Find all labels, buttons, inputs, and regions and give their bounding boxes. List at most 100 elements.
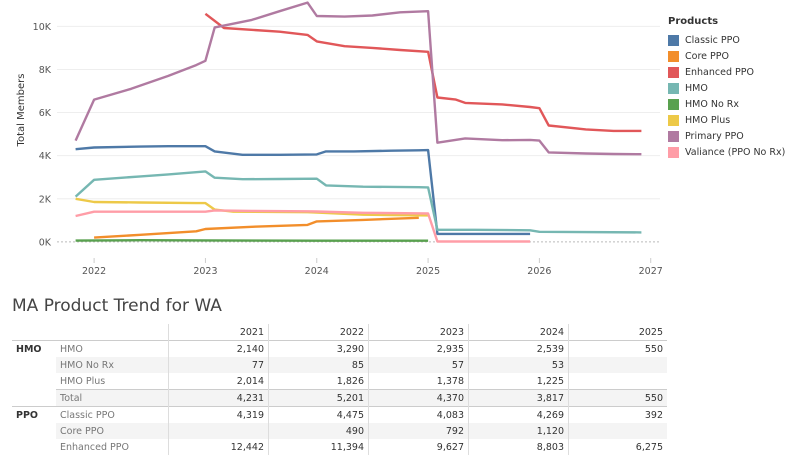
product-label: HMO No Rx bbox=[56, 357, 169, 373]
value-cell: 4,370 bbox=[369, 390, 469, 407]
value-cell: 5,201 bbox=[269, 390, 369, 407]
table-title: MA Product Trend for WA bbox=[12, 296, 222, 316]
legend-label: Core PPO bbox=[685, 51, 729, 62]
y-tick-label: 2K bbox=[39, 194, 52, 205]
series-line-classic-ppo bbox=[76, 146, 530, 234]
legend-label: Valiance (PPO No Rx) bbox=[685, 147, 785, 158]
group-label bbox=[12, 373, 56, 390]
value-cell: 3,290 bbox=[269, 341, 369, 358]
legend-swatch bbox=[668, 115, 679, 126]
group-label bbox=[12, 390, 56, 407]
value-cell: 4,231 bbox=[169, 390, 269, 407]
y-tick-label: 4K bbox=[39, 151, 52, 162]
value-cell: 550 bbox=[569, 341, 668, 358]
value-cell: 4,319 bbox=[169, 407, 269, 424]
group-label: PPO bbox=[12, 407, 56, 424]
value-cell bbox=[569, 357, 668, 373]
legend-swatch bbox=[668, 99, 679, 110]
series-line-enhanced-ppo bbox=[205, 14, 641, 131]
y-tick-label: 8K bbox=[39, 65, 52, 76]
legend-swatch bbox=[668, 83, 679, 94]
value-cell: 792 bbox=[369, 423, 469, 439]
legend-swatch bbox=[668, 67, 679, 78]
value-cell: 1,826 bbox=[269, 373, 369, 390]
y-tick-label: 6K bbox=[39, 108, 52, 119]
series-line-hmo-no-rx bbox=[76, 240, 429, 241]
product-label: Classic PPO bbox=[56, 407, 169, 424]
legend-item: Classic PPO bbox=[668, 32, 785, 48]
x-tick-label: 2022 bbox=[82, 266, 106, 277]
value-cell: 1,225 bbox=[469, 373, 569, 390]
x-tick-label: 2026 bbox=[527, 266, 551, 277]
series-lines bbox=[76, 3, 642, 242]
value-cell: 85 bbox=[269, 357, 369, 373]
value-cell: 11,394 bbox=[269, 439, 369, 455]
value-cell: 3,817 bbox=[469, 390, 569, 407]
year-header: 2021 bbox=[169, 324, 269, 341]
legend-item: Enhanced PPO bbox=[668, 64, 785, 80]
legend-title: Products bbox=[668, 16, 785, 27]
table-header-row: 2021 2022 2023 2024 2025 bbox=[12, 324, 667, 341]
value-cell: 392 bbox=[569, 407, 668, 424]
legend-item: HMO bbox=[668, 80, 785, 96]
legend-items: Classic PPO Core PPO Enhanced PPO HMO HMO No… bbox=[668, 32, 785, 160]
legend-item: Core PPO bbox=[668, 48, 785, 64]
value-cell: 550 bbox=[569, 390, 668, 407]
value-cell: 77 bbox=[169, 357, 269, 373]
value-cell: 4,269 bbox=[469, 407, 569, 424]
value-cell: 9,627 bbox=[369, 439, 469, 455]
product-label: HMO Plus bbox=[56, 373, 169, 390]
value-cell: 12,442 bbox=[169, 439, 269, 455]
year-header: 2022 bbox=[269, 324, 369, 341]
value-cell: 53 bbox=[469, 357, 569, 373]
year-header: 2023 bbox=[369, 324, 469, 341]
value-cell: 4,083 bbox=[369, 407, 469, 424]
legend-label: HMO bbox=[685, 83, 708, 94]
legend-item: Primary PPO bbox=[668, 128, 785, 144]
y-tick-label: 0K bbox=[39, 237, 52, 248]
value-cell: 6,275 bbox=[569, 439, 668, 455]
value-cell: 2,539 bbox=[469, 341, 569, 358]
legend-item: Valiance (PPO No Rx) bbox=[668, 144, 785, 160]
header-spacer bbox=[12, 324, 56, 341]
value-cell: 2,014 bbox=[169, 373, 269, 390]
value-cell: 1,120 bbox=[469, 423, 569, 439]
product-label: Total bbox=[56, 390, 169, 407]
header-spacer bbox=[56, 324, 169, 341]
x-tick-label: 2027 bbox=[639, 266, 663, 277]
year-header: 2025 bbox=[569, 324, 668, 341]
product-label: Enhanced PPO bbox=[56, 439, 169, 455]
value-cell: 8,803 bbox=[469, 439, 569, 455]
x-tick-label: 2024 bbox=[305, 266, 329, 277]
legend-label: Enhanced PPO bbox=[685, 67, 754, 78]
group-label bbox=[12, 357, 56, 373]
group-label bbox=[12, 423, 56, 439]
x-tick-label: 2023 bbox=[193, 266, 217, 277]
x-tick-label: 2025 bbox=[416, 266, 440, 277]
value-cell: 2,935 bbox=[369, 341, 469, 358]
value-cell bbox=[569, 423, 668, 439]
legend-label: Primary PPO bbox=[685, 131, 744, 142]
legend-item: HMO No Rx bbox=[668, 96, 785, 112]
legend-item: HMO Plus bbox=[668, 112, 785, 128]
value-cell: 490 bbox=[269, 423, 369, 439]
legend-swatch bbox=[668, 147, 679, 158]
gridlines bbox=[57, 26, 660, 242]
legend-swatch bbox=[668, 35, 679, 46]
value-cell: 4,475 bbox=[269, 407, 369, 424]
series-line-primary-ppo bbox=[76, 3, 642, 155]
product-label: Core PPO bbox=[56, 423, 169, 439]
y-tick-label: 10K bbox=[33, 22, 52, 33]
group-label: HMO bbox=[12, 341, 56, 358]
chart-legend: Products Classic PPO Core PPO Enhanced PPO… bbox=[668, 16, 785, 160]
product-label: HMO bbox=[56, 341, 169, 358]
value-cell: 2,140 bbox=[169, 341, 269, 358]
year-header: 2024 bbox=[469, 324, 569, 341]
legend-label: HMO Plus bbox=[685, 115, 730, 126]
